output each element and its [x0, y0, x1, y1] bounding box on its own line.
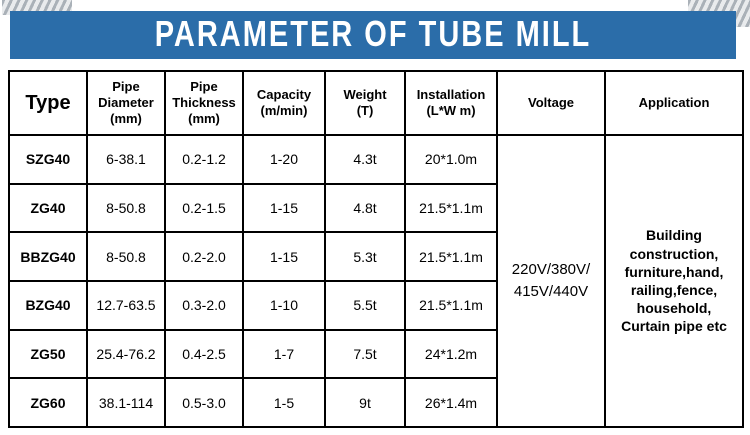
cell-capacity: 1-10 [242, 279, 326, 331]
header-capacity-unit: (m/min) [260, 103, 308, 118]
table-row: ZG50 25.4-76.2 0.4-2.5 1-7 7.5t 24*1.2m [8, 328, 743, 380]
header-capacity-label: Capacity [256, 86, 312, 102]
cell-diameter: 38.1-114 [86, 377, 166, 428]
cell-capacity: 1-20 [242, 134, 326, 185]
cell-weight: 7.5t [324, 328, 406, 380]
header-weight-unit: (T) [356, 103, 374, 118]
cell-weight: 4.3t [324, 134, 406, 185]
header-pipe-diameter-label: Pipe Diameter [98, 78, 154, 110]
title-banner: PARAMETER OF TUBE MILL [10, 11, 736, 59]
header-pipe-diameter-unit: (mm) [110, 111, 142, 127]
table-row: BZG40 12.7-63.5 0.3-2.0 1-10 5.5t 21.5*1… [8, 279, 743, 331]
header-application: Application [604, 70, 744, 136]
cell-application-merged: Building construction, furniture,hand, r… [604, 134, 744, 428]
cell-diameter: 25.4-76.2 [86, 328, 166, 380]
cell-diameter: 8-50.8 [86, 231, 166, 282]
cell-capacity: 1-15 [242, 182, 326, 234]
header-installation-unit: (L*W m) [426, 103, 476, 118]
header-row: Type Pipe Diameter (mm) Pipe Thickness (… [8, 70, 744, 136]
table-row: BBZG40 8-50.8 0.2-2.0 1-15 5.3t 21.5*1.1… [8, 231, 743, 282]
cell-installation: 21.5*1.1m [404, 279, 498, 331]
cell-type: BBZG40 [8, 231, 88, 282]
cell-thickness: 0.2-1.2 [164, 134, 244, 185]
table-row: SZG40 6-38.1 0.2-1.2 1-20 4.3t 20*1.0m 2… [8, 134, 744, 428]
cell-diameter: 12.7-63.5 [86, 279, 166, 331]
cell-weight: 5.5t [324, 279, 406, 331]
cell-type: ZG50 [8, 328, 88, 380]
header-type: Type [8, 70, 88, 136]
header-weight: Weight (T) [324, 70, 406, 136]
header-installation-label: Installation [416, 86, 486, 102]
cell-type: ZG40 [8, 182, 88, 234]
cell-thickness: 0.4-2.5 [164, 328, 244, 380]
cell-installation: 21.5*1.1m [404, 182, 498, 234]
cell-thickness: 0.5-3.0 [164, 377, 244, 428]
cell-installation: 20*1.0m [404, 134, 498, 185]
cell-type: BZG40 [8, 279, 88, 331]
header-pipe-diameter: Pipe Diameter (mm) [86, 70, 166, 136]
page-title: PARAMETER OF TUBE MILL [154, 14, 592, 55]
table-row: ZG40 8-50.8 0.2-1.5 1-15 4.8t 21.5*1.1m [8, 182, 743, 234]
cell-thickness: 0.2-2.0 [164, 231, 244, 282]
cell-type: ZG60 [8, 377, 88, 428]
cell-thickness: 0.2-1.5 [164, 182, 244, 234]
cell-installation: 24*1.2m [404, 328, 498, 380]
cell-type: SZG40 [8, 134, 88, 185]
cell-installation: 26*1.4m [404, 377, 498, 428]
cell-capacity: 1-15 [242, 231, 326, 282]
cell-weight: 9t [324, 377, 406, 428]
cell-diameter: 8-50.8 [86, 182, 166, 234]
cell-capacity: 1-5 [242, 377, 326, 428]
table-row: ZG60 38.1-114 0.5-3.0 1-5 9t 26*1.4m [8, 377, 743, 428]
header-capacity: Capacity (m/min) [242, 70, 326, 136]
cell-weight: 5.3t [324, 231, 406, 282]
cell-diameter: 6-38.1 [86, 134, 166, 185]
header-weight-label: Weight [343, 86, 387, 102]
header-pipe-thickness-unit: (mm) [188, 111, 220, 127]
header-pipe-thickness-label: Pipe Thickness [172, 78, 236, 110]
header-voltage: Voltage [496, 70, 606, 136]
cell-weight: 4.8t [324, 182, 406, 234]
cell-capacity: 1-7 [242, 328, 326, 380]
cell-thickness: 0.3-2.0 [164, 279, 244, 331]
header-pipe-thickness: Pipe Thickness (mm) [164, 70, 244, 136]
cell-voltage-merged: 220V/380V/ 415V/440V [496, 134, 606, 428]
parameter-table: Type Pipe Diameter (mm) Pipe Thickness (… [8, 70, 744, 428]
cell-installation: 21.5*1.1m [404, 231, 498, 282]
header-installation: Installation (L*W m) [404, 70, 498, 136]
